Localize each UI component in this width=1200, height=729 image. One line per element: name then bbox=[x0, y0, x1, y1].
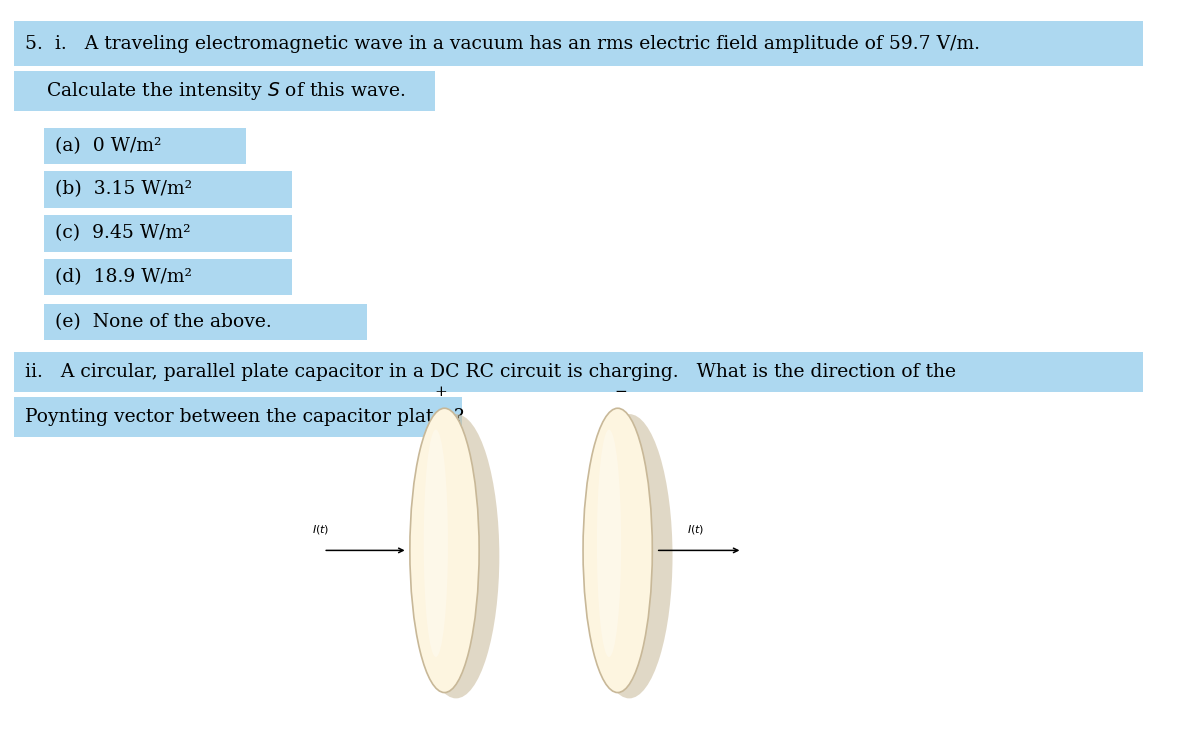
Ellipse shape bbox=[413, 414, 499, 698]
Text: −: − bbox=[614, 385, 628, 399]
Text: 5.  i.   A traveling electromagnetic wave in a vacuum has an rms electric field : 5. i. A traveling electromagnetic wave i… bbox=[25, 35, 980, 52]
Ellipse shape bbox=[583, 408, 653, 693]
Bar bbox=[44, 215, 292, 252]
Text: $I(t)$: $I(t)$ bbox=[312, 523, 329, 537]
Text: (c)  9.45 W/m²: (c) 9.45 W/m² bbox=[55, 225, 191, 242]
Text: Poynting vector between the capacitor plates?: Poynting vector between the capacitor pl… bbox=[25, 408, 464, 426]
Bar bbox=[14, 71, 436, 112]
Text: ii.   A circular, parallel plate capacitor in a DC RC circuit is charging.   Wha: ii. A circular, parallel plate capacitor… bbox=[25, 363, 956, 381]
Ellipse shape bbox=[410, 408, 479, 693]
Bar bbox=[44, 259, 292, 295]
Ellipse shape bbox=[424, 429, 448, 657]
Bar bbox=[14, 352, 1142, 392]
Bar bbox=[44, 128, 246, 164]
Text: (b)  3.15 W/m²: (b) 3.15 W/m² bbox=[55, 181, 192, 198]
Text: Calculate the intensity $S$ of this wave.: Calculate the intensity $S$ of this wave… bbox=[46, 80, 406, 102]
Ellipse shape bbox=[596, 429, 622, 657]
Bar bbox=[14, 21, 1142, 66]
Bar bbox=[44, 304, 367, 340]
Ellipse shape bbox=[586, 414, 672, 698]
Bar bbox=[44, 171, 292, 208]
Bar bbox=[14, 397, 462, 437]
Text: (a)  0 W/m²: (a) 0 W/m² bbox=[55, 137, 162, 155]
Text: (d)  18.9 W/m²: (d) 18.9 W/m² bbox=[55, 268, 192, 286]
Text: +: + bbox=[434, 385, 448, 399]
Text: $I(t)$: $I(t)$ bbox=[686, 523, 704, 537]
Text: (e)  None of the above.: (e) None of the above. bbox=[55, 313, 272, 331]
